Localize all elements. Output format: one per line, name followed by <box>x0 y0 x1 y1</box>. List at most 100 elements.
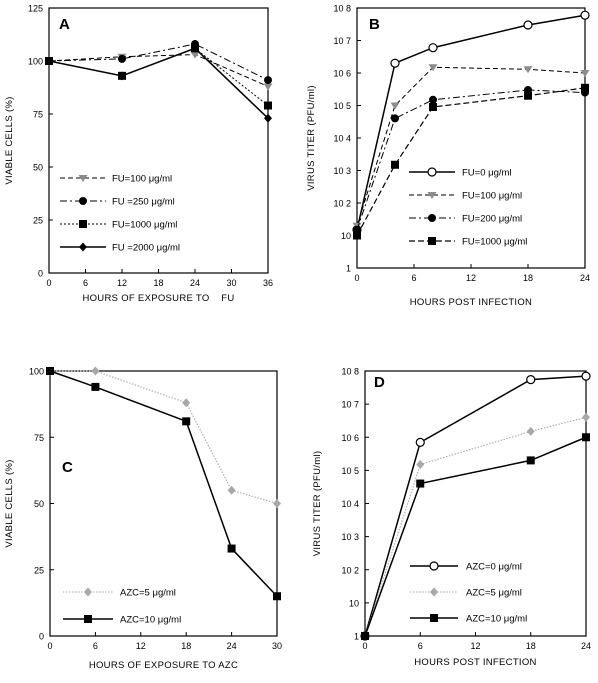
series-1 <box>44 51 273 91</box>
series-4 <box>45 43 272 123</box>
plot-frame <box>356 7 586 269</box>
series-line <box>48 54 269 87</box>
data-point <box>580 70 590 77</box>
x-tick-label: 18 <box>526 641 536 651</box>
x-tick-label: 24 <box>581 641 591 651</box>
series-3 <box>45 44 272 110</box>
data-point <box>91 366 100 376</box>
y-tick-label: 100 <box>29 367 44 377</box>
data-point <box>526 426 535 436</box>
series-line <box>356 89 586 230</box>
legend-entry: AZC=0 μg/ml <box>410 561 522 573</box>
y-axis-title: VIRUS TITER (PFU/ml) <box>306 85 317 191</box>
data-point <box>182 417 191 426</box>
data-point <box>118 54 126 63</box>
legend-marker <box>79 220 87 228</box>
data-point <box>273 592 281 601</box>
data-point <box>45 56 53 66</box>
data-point <box>227 544 236 553</box>
y-tick-label: 1 <box>346 264 351 274</box>
x-tick-label: 36 <box>263 278 273 288</box>
y-tick-label: 10 4 <box>333 134 351 144</box>
series-line <box>364 375 587 637</box>
data-point <box>263 83 273 91</box>
series-line <box>48 43 269 81</box>
series-line <box>48 47 269 106</box>
x-tick-label: 18 <box>181 641 191 651</box>
y-tick-label: 10 <box>349 598 359 608</box>
y-tick-label: 75 <box>34 433 44 443</box>
legend-label: FU=1000 μg/ml <box>462 237 527 248</box>
x-tick-label: 12 <box>470 641 480 651</box>
data-point <box>416 460 425 470</box>
series-line <box>356 66 586 226</box>
x-tick-label: 18 <box>523 273 533 283</box>
legend-label: FU=200 μg/ml <box>462 214 522 225</box>
legend-entry: FU =2000 μg/ml <box>60 242 180 254</box>
data-point <box>429 95 437 104</box>
legend-entry: FU=200 μg/ml <box>409 214 522 225</box>
legend-entry: AZC=5 μg/ml <box>63 587 176 599</box>
data-point <box>581 371 591 381</box>
series-1 <box>46 366 281 508</box>
legend-label: FU=100 μg/ml <box>112 174 172 185</box>
legend-marker <box>84 615 92 623</box>
y-tick-label: 10 2 <box>341 565 359 575</box>
y-tick-label: 10 7 <box>341 400 359 410</box>
legend-marker <box>429 561 439 571</box>
series-line <box>364 436 587 637</box>
legend-label: AZC=5 μg/ml <box>466 588 522 599</box>
y-axis-title: VIABLE CELLS (%) <box>4 96 15 184</box>
y-tick-label: 10 6 <box>341 433 359 443</box>
data-point <box>581 83 589 92</box>
legend-entry: FU=100 μg/ml <box>60 174 172 185</box>
x-tick-label: 0 <box>354 273 359 283</box>
data-point <box>264 113 272 123</box>
legend-marker <box>79 197 87 205</box>
series-4 <box>353 83 589 240</box>
panel-a: 0 6 12 18 24 30 36 0 25 50 75 100 125 HOURS OF EXPOSU… <box>4 4 273 305</box>
x-tick-label: 12 <box>117 278 127 288</box>
y-axis-title: VIRUS TITER (PFU/ml) <box>312 451 323 557</box>
data-point <box>524 91 532 100</box>
legend-marker <box>427 167 437 177</box>
data-point <box>523 66 533 74</box>
x-axis-title: HOURS POST INFECTION <box>414 657 536 668</box>
y-tick-label: 1 <box>354 632 359 642</box>
data-point <box>353 231 361 240</box>
data-point <box>582 412 590 422</box>
data-point <box>46 367 54 375</box>
legend-label: AZC=10 μg/ml <box>120 615 181 626</box>
legend-label: FU=0 μg/ml <box>462 168 512 179</box>
x-tick-label: 12 <box>136 641 146 651</box>
legend-entry: FU=1000 μg/ml <box>60 220 177 231</box>
y-axis-title: VIABLE CELLS (%) <box>4 459 15 547</box>
x-tick-label: 6 <box>418 641 423 651</box>
y-tick-label: 125 <box>28 4 43 14</box>
x-tick-label: 24 <box>190 278 200 288</box>
y-tick-label: 100 <box>28 57 43 67</box>
series-line <box>50 370 278 505</box>
series-line <box>48 47 269 119</box>
legend-marker <box>428 214 436 222</box>
series-2 <box>46 367 281 601</box>
y-tick-label: 10 7 <box>333 36 351 46</box>
series-3 <box>361 433 590 640</box>
y-tick-label: 50 <box>33 163 43 173</box>
data-point <box>182 398 191 408</box>
data-point <box>390 58 400 68</box>
x-tick-label: 18 <box>153 278 163 288</box>
legend-marker <box>430 614 438 622</box>
y-tick-label: 10 2 <box>333 199 351 209</box>
data-point <box>273 499 281 508</box>
y-tick-label: 10 <box>341 231 351 241</box>
legend-entry: AZC=10 μg/ml <box>63 615 181 626</box>
x-tick-label: 0 <box>362 641 367 651</box>
x-tick-label: 6 <box>83 278 88 288</box>
data-point <box>264 101 272 110</box>
legend-marker <box>430 587 438 597</box>
series-2 <box>361 412 590 641</box>
data-point <box>391 160 399 169</box>
legend-label: FU =2000 μg/ml <box>112 243 180 254</box>
